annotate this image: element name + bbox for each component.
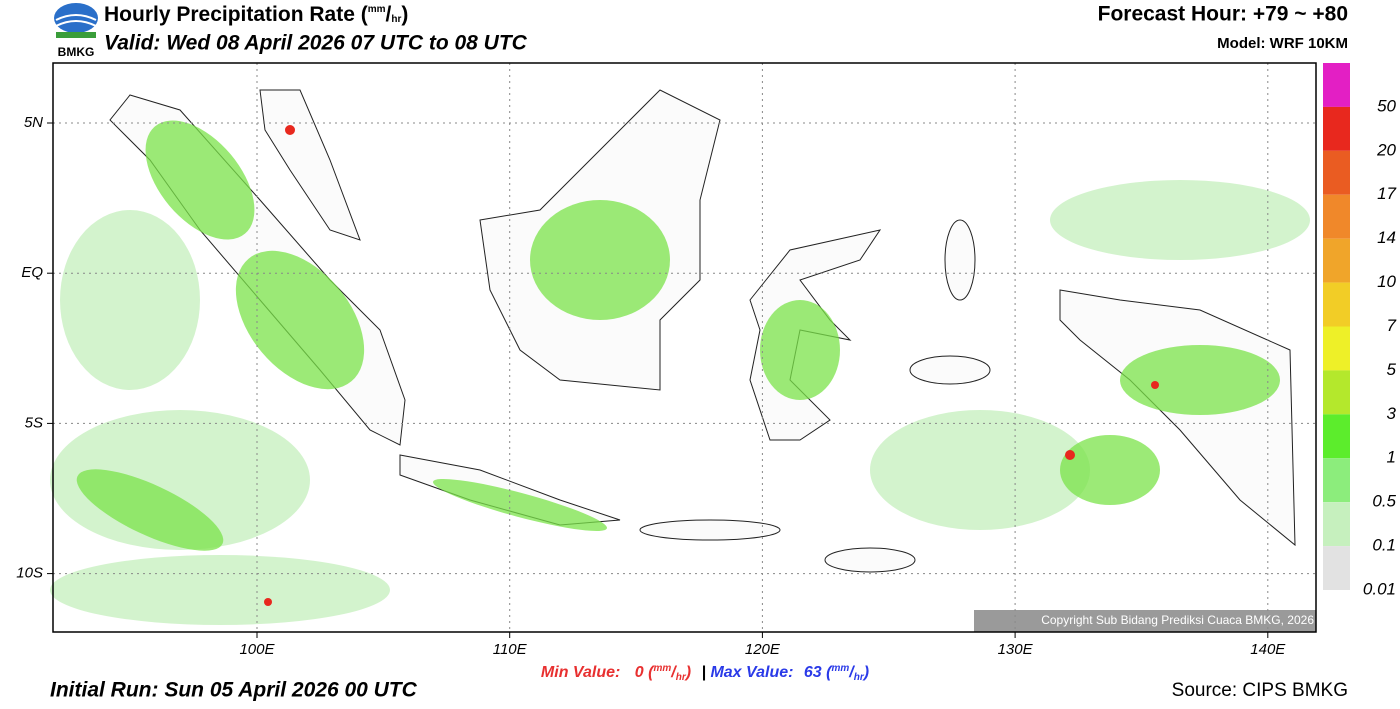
rain-area — [145, 120, 255, 240]
graticule — [53, 63, 1316, 632]
rain-cells — [76, 120, 1280, 606]
rain-area — [760, 300, 840, 400]
min-unit: ( — [648, 664, 655, 681]
rain-core — [1065, 450, 1075, 460]
separator: | — [702, 664, 706, 681]
seram — [909, 355, 991, 385]
legend-label: 3 — [1387, 404, 1397, 423]
max-unit: ) — [862, 664, 869, 681]
title-unit: mm — [368, 4, 386, 15]
min-max: Min Value: 0 (mm/hr) | Max Value: 63 (mm… — [541, 663, 869, 683]
copyright-box — [974, 610, 1316, 632]
rain-area — [1050, 180, 1310, 260]
rain-area — [60, 210, 200, 390]
rain-area — [50, 555, 390, 625]
rain-area — [530, 200, 670, 320]
rain-core — [264, 598, 272, 606]
legend-label: 17 — [1377, 184, 1396, 203]
source: Source: CIPS BMKG — [1172, 680, 1348, 701]
valid-time: Valid: Wed 08 April 2026 07 UTC to 08 UT… — [104, 32, 528, 55]
logo-text: BMKG — [58, 45, 95, 59]
legend-swatch — [1323, 106, 1350, 151]
legend-swatch — [1323, 238, 1350, 283]
logo-globe — [54, 3, 98, 33]
halmahera — [944, 219, 976, 301]
lon-label: 140E — [1250, 641, 1286, 658]
lon-label: 130E — [998, 641, 1034, 658]
legend-label: 7 — [1387, 316, 1397, 335]
legend-label: 0.1 — [1372, 536, 1396, 555]
legend-swatch — [1323, 282, 1350, 327]
legend-label: 1 — [1387, 448, 1396, 467]
lon-label: 120E — [745, 641, 781, 658]
min-unit: hr — [676, 672, 687, 683]
max-unit: ( — [826, 664, 833, 681]
min-unit: / — [670, 664, 677, 681]
colorbar: 50 20 17 14 10 7 5 3 1 0.5 0.1 0.01 — [1323, 63, 1397, 598]
max-value: 63 — [804, 664, 822, 681]
lesser-sunda — [639, 519, 781, 541]
min-label: Min Value: — [541, 664, 620, 681]
legend-label: 14 — [1377, 228, 1396, 247]
max-label: Max Value: — [710, 664, 793, 681]
title-text: Hourly Precipitation Rate ( — [104, 3, 368, 26]
legend-label: 5 — [1387, 360, 1397, 379]
malay-peninsula — [259, 89, 361, 241]
title-close: ) — [401, 3, 408, 26]
legend-swatch — [1323, 326, 1350, 371]
lat-label: 5N — [24, 114, 43, 131]
logo: BMKG — [54, 3, 98, 59]
min-value: 0 — [635, 664, 644, 681]
legend-swatch — [1323, 458, 1350, 503]
legend-label: 0.01 — [1363, 579, 1396, 598]
map-frame — [52, 62, 1317, 633]
legend-swatch — [1323, 370, 1350, 415]
lat-label: EQ — [21, 264, 43, 281]
legend-swatch — [1323, 150, 1350, 195]
title-unit: hr — [391, 14, 401, 25]
lon-label: 100E — [239, 641, 275, 658]
rain-core — [285, 125, 295, 135]
rain-area — [76, 469, 224, 551]
rain-area — [1120, 345, 1280, 415]
rain-area — [1060, 435, 1160, 505]
max-unit: hr — [854, 672, 865, 683]
title-slash: / — [386, 3, 392, 26]
rain-area — [235, 250, 365, 390]
legend-swatch — [1323, 194, 1350, 239]
min-unit: ) — [684, 664, 691, 681]
lat-label: 10S — [16, 565, 43, 582]
legend-swatch — [1323, 546, 1350, 590]
lat-label: 5S — [25, 414, 43, 431]
max-unit: mm — [831, 663, 849, 674]
logo-waves — [55, 14, 97, 27]
title: Hourly Precipitation Rate (mm/hr) — [104, 3, 408, 26]
lon-label: 110E — [493, 641, 528, 658]
legend-swatch — [1323, 414, 1350, 459]
legend-label: 20 — [1376, 140, 1396, 159]
rain-field — [50, 180, 1310, 625]
min-unit: mm — [653, 663, 671, 674]
rain-area — [433, 478, 607, 532]
rain-core — [1151, 381, 1159, 389]
model: Model: WRF 10KM — [1217, 35, 1348, 52]
legend-label: 0.5 — [1372, 492, 1396, 511]
map: Copyright Sub Bidang Prediksi Cuaca BMKG… — [50, 62, 1317, 633]
timor — [824, 547, 916, 573]
legend-swatch — [1323, 502, 1350, 547]
rain-area — [870, 410, 1090, 530]
legend-label: 50 — [1377, 96, 1396, 115]
legend-label: 10 — [1377, 272, 1396, 291]
max-unit: / — [848, 664, 855, 681]
copyright: Copyright Sub Bidang Prediksi Cuaca BMKG… — [1041, 613, 1314, 627]
initial-run: Initial Run: Sun 05 April 2026 00 UTC — [50, 679, 418, 702]
legend-swatch — [1323, 63, 1350, 107]
logo-base — [56, 32, 96, 38]
forecast-hour: Forecast Hour: +79 ~ +80 — [1098, 3, 1348, 26]
